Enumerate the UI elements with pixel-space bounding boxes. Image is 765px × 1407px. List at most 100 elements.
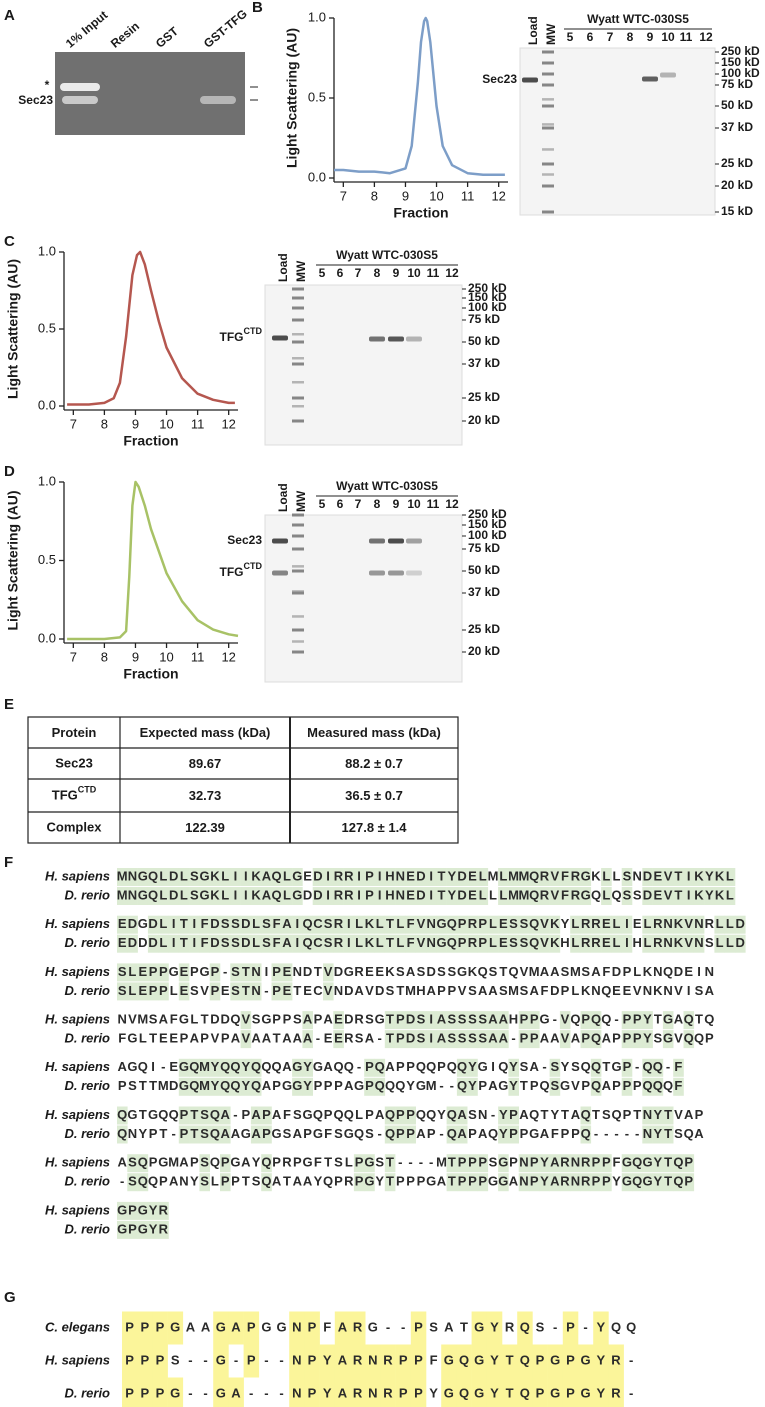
identity-highlight xyxy=(508,1077,519,1096)
conservation-highlight xyxy=(304,1344,320,1378)
identity-highlight xyxy=(292,1058,303,1077)
y-axis-title: Light Scattering (AU) xyxy=(284,28,300,168)
identity-highlight xyxy=(127,1173,138,1192)
identity-highlight xyxy=(611,915,622,934)
sequence: SLEPPGEPGP-STNIPENDTVDGREEKSASDSSGKQSTQV… xyxy=(118,964,714,979)
conservation-highlight xyxy=(562,1344,579,1378)
identity-highlight xyxy=(384,1154,396,1173)
identity-highlight xyxy=(652,1154,664,1173)
identity-highlight xyxy=(353,868,365,886)
x-tick-label: 11 xyxy=(191,649,205,664)
identity-highlight xyxy=(446,934,458,953)
identity-highlight xyxy=(446,1106,458,1125)
identity-highlight xyxy=(209,1106,221,1125)
sequence: MNGQLDLSGKLIIKAQLGDDIRRIPIHNEDITYDELLLMM… xyxy=(117,887,734,902)
identity-highlight xyxy=(199,1173,210,1192)
identity-highlight xyxy=(559,1011,571,1030)
size-label: 15 kD xyxy=(721,204,753,218)
fraction-label: 5 xyxy=(319,266,326,280)
species: D. rerio xyxy=(64,1078,110,1093)
species: H. sapiens xyxy=(45,868,110,883)
ladder-band xyxy=(292,513,304,517)
identity-highlight xyxy=(570,915,581,934)
size-label: 100 kD xyxy=(721,66,760,80)
identity-highlight xyxy=(436,887,447,905)
identity-highlight xyxy=(220,915,231,934)
identity-highlight xyxy=(117,934,128,953)
identity-highlight xyxy=(127,887,138,905)
protein-label-main: TFG xyxy=(220,330,244,344)
identity-highlight xyxy=(580,1125,592,1144)
table-header: Measured mass (kDa) xyxy=(307,725,441,740)
identity-highlight xyxy=(477,868,489,886)
y-axis-title: Light Scattering (AU) xyxy=(5,491,21,631)
identity-highlight xyxy=(209,963,221,982)
identity-highlight xyxy=(220,868,231,886)
conservation-highlight xyxy=(456,1344,472,1378)
panel-label: E xyxy=(4,696,14,713)
identity-highlight xyxy=(117,1125,128,1144)
identity-highlight xyxy=(446,1030,458,1049)
conservation-highlight xyxy=(243,1344,260,1378)
identity-highlight xyxy=(168,887,180,905)
blot-band xyxy=(200,96,236,104)
identity-highlight xyxy=(199,1154,210,1173)
sequence: PPPGAAGAPGGNPFARG--PSATGYRQS-P-YQQ xyxy=(125,1319,636,1334)
identity-highlight xyxy=(374,934,386,953)
conservation-highlight xyxy=(456,1377,472,1407)
identity-highlight xyxy=(621,1077,633,1096)
identity-highlight xyxy=(147,868,159,886)
identity-highlight xyxy=(240,1011,252,1030)
identity-highlight xyxy=(240,1030,252,1049)
identity-highlight xyxy=(415,1030,427,1049)
blot-band xyxy=(60,83,100,91)
identity-highlight xyxy=(642,1154,653,1173)
ladder-band xyxy=(542,173,554,176)
identity-highlight xyxy=(735,915,746,934)
identity-highlight xyxy=(127,934,138,953)
identity-highlight xyxy=(601,868,612,886)
identity-highlight xyxy=(261,868,272,886)
identity-highlight xyxy=(446,868,458,886)
identity-highlight xyxy=(436,1011,447,1030)
identity-highlight xyxy=(508,934,519,953)
identity-highlight xyxy=(230,934,241,953)
y-tick-label: 0.0 xyxy=(38,397,56,412)
gel-band xyxy=(388,570,404,576)
identity-highlight xyxy=(673,1058,684,1077)
identity-highlight xyxy=(199,868,210,886)
identity-highlight xyxy=(662,1173,674,1192)
identity-highlight xyxy=(147,887,159,905)
x-tick-label: 10 xyxy=(159,649,173,664)
identity-highlight xyxy=(662,1154,674,1173)
identity-highlight xyxy=(240,963,252,982)
fraction-label: 5 xyxy=(567,30,574,44)
identity-highlight xyxy=(529,887,540,905)
conservation-highlight xyxy=(471,1377,488,1407)
identity-highlight xyxy=(652,868,664,886)
species: H. sapiens xyxy=(45,964,110,979)
table-header: Protein xyxy=(52,725,97,740)
identity-highlight xyxy=(498,1011,509,1030)
identity-highlight xyxy=(323,963,334,982)
size-label: 75 kD xyxy=(721,77,753,91)
identity-highlight xyxy=(189,868,200,886)
ladder-band xyxy=(292,396,304,400)
lane-label: 1% Input xyxy=(63,8,110,51)
gel-band xyxy=(522,77,538,83)
identity-highlight xyxy=(302,1077,313,1096)
identity-highlight xyxy=(147,982,159,1001)
identity-highlight xyxy=(590,1030,602,1049)
conservation-highlight xyxy=(122,1344,138,1378)
size-label: 20 kD xyxy=(468,413,500,427)
identity-highlight xyxy=(580,1030,592,1049)
identity-highlight xyxy=(539,868,550,886)
identity-highlight xyxy=(415,915,427,934)
fraction-label: 5 xyxy=(319,497,326,511)
identity-highlight xyxy=(621,868,633,886)
identity-highlight xyxy=(240,868,252,886)
panel-label: A xyxy=(4,7,15,24)
identity-highlight xyxy=(714,868,725,886)
identity-highlight xyxy=(178,1125,190,1144)
identity-highlight xyxy=(456,934,468,953)
